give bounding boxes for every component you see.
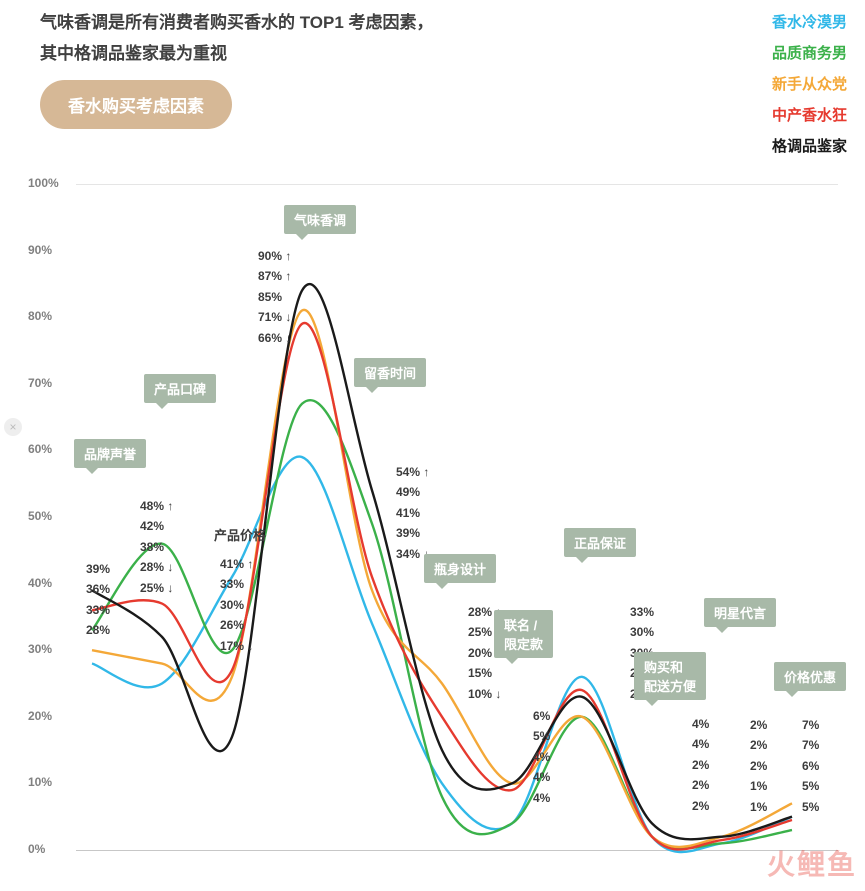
category-tag: 产品口碑 bbox=[144, 374, 216, 403]
legend-item: 中产香水狂 bbox=[772, 101, 847, 132]
watermark: 火鲤鱼 bbox=[767, 843, 857, 883]
category-tag: 产品价格 bbox=[214, 525, 266, 544]
legend-item: 格调品鉴家 bbox=[772, 132, 847, 163]
value-column: 48% ↑42%38%28% ↓25% ↓ bbox=[140, 496, 173, 598]
value-column: 2%2%2%1%1% bbox=[750, 715, 767, 817]
category-tag: 价格优惠 bbox=[774, 662, 846, 691]
category-tag: 品牌声誉 bbox=[74, 439, 146, 468]
legend-item: 新手从众党 bbox=[772, 70, 847, 101]
category-tag: 购买和配送方便 bbox=[634, 652, 706, 700]
header: 气味香调是所有消费者购买香水的 TOP1 考虑因素， 其中格调品鉴家最为重视 bbox=[40, 8, 865, 69]
value-column: 41% ↑33%30%26%17% ↓ bbox=[220, 554, 253, 656]
chart-area: 0%10%20%30%40%50%60%70%80%90%100%品牌声誉39%… bbox=[28, 170, 838, 870]
title-line-2: 其中格调品鉴家最为重视 bbox=[40, 39, 865, 70]
category-tag: 瓶身设计 bbox=[424, 554, 496, 583]
pill-button[interactable]: 香水购买考虑因素 bbox=[40, 80, 232, 129]
category-tag: 气味香调 bbox=[284, 205, 356, 234]
legend-item: 品质商务男 bbox=[772, 39, 847, 70]
legend-item: 香水冷漠男 bbox=[772, 8, 847, 39]
value-column: 6%5%4%4%4% bbox=[533, 706, 550, 808]
category-tag: 正品保证 bbox=[564, 528, 636, 557]
value-column: 90% ↑87% ↑85%71% ↓66% ↓ bbox=[258, 246, 291, 348]
value-column: 4%4%2%2%2% bbox=[692, 714, 709, 816]
category-tag: 联名 /限定款 bbox=[494, 610, 553, 658]
value-column: 39%36%33%28% bbox=[86, 559, 110, 641]
legend: 香水冷漠男品质商务男新手从众党中产香水狂格调品鉴家 bbox=[772, 8, 847, 162]
title-line-1: 气味香调是所有消费者购买香水的 TOP1 考虑因素， bbox=[40, 8, 865, 39]
close-icon[interactable]: × bbox=[4, 418, 22, 436]
category-tag: 明星代言 bbox=[704, 598, 776, 627]
chart-container: 气味香调是所有消费者购买香水的 TOP1 考虑因素， 其中格调品鉴家最为重视 香… bbox=[0, 0, 865, 891]
value-column: 7%7%6%5%5% bbox=[802, 715, 819, 817]
category-tag: 留香时间 bbox=[354, 358, 426, 387]
series-line bbox=[92, 400, 792, 848]
value-column: 54% ↑49%41%39%34% ↓ bbox=[396, 462, 429, 564]
